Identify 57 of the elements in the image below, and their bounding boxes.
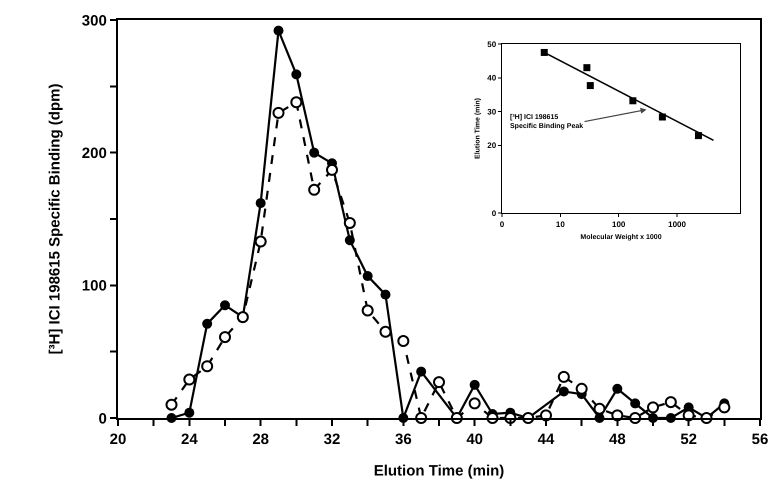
x-tick-label: 52 — [680, 431, 698, 448]
point — [468, 397, 481, 410]
x-tick-label: 44 — [538, 431, 555, 448]
x-tick-label: 24 — [180, 431, 198, 448]
point — [380, 290, 390, 300]
x-tick-label: 28 — [252, 431, 270, 448]
point — [291, 69, 302, 80]
x-tick-label: 36 — [394, 431, 412, 448]
y-tick-label: 30 — [487, 107, 497, 116]
y-tick-label: 100 — [82, 278, 107, 295]
y-tick-label: 200 — [82, 144, 107, 162]
point — [254, 236, 267, 248]
y-tick-label: 40 — [487, 74, 497, 83]
point — [612, 384, 622, 394]
x-tick-label: 10 — [556, 220, 566, 229]
x-axis-title: Elution Time (min) — [374, 462, 504, 480]
point — [416, 366, 426, 377]
point — [362, 271, 373, 282]
point — [344, 216, 356, 229]
x-tick-label: 32 — [324, 431, 340, 448]
point — [380, 326, 392, 338]
point — [308, 184, 320, 196]
point — [256, 198, 266, 208]
point — [290, 96, 302, 108]
y-tick-label: 0 — [98, 410, 107, 428]
point — [664, 396, 677, 408]
y-axis-title: [³H] ICI 198615 Specific Binding (dpm) — [46, 84, 64, 354]
x-tick-label: 1000 — [668, 220, 686, 229]
point — [630, 398, 640, 408]
point — [433, 376, 445, 388]
point — [558, 370, 570, 383]
point — [594, 402, 606, 415]
y-tick-label: 50 — [487, 40, 497, 49]
point — [201, 360, 214, 372]
point — [362, 304, 374, 317]
x-tick-label: 40 — [466, 431, 484, 448]
x-tick-label: 100 — [612, 220, 626, 229]
point — [184, 408, 194, 418]
x-tick-label: 0 — [500, 220, 505, 229]
point — [202, 318, 212, 329]
point — [397, 335, 410, 348]
x-tick-label: 56 — [752, 431, 768, 448]
x-tick-label: 20 — [110, 431, 126, 448]
point — [183, 374, 196, 386]
point — [219, 331, 231, 344]
point — [272, 106, 284, 119]
point — [166, 398, 178, 411]
point — [647, 401, 659, 414]
point — [220, 300, 230, 310]
point — [470, 380, 480, 390]
x-tick-label: 48 — [608, 431, 626, 448]
point — [558, 386, 569, 396]
y-tick-label: 0 — [492, 208, 497, 218]
point — [309, 148, 320, 158]
y-tick-label: 20 — [487, 141, 497, 150]
y-tick-label: 300 — [82, 12, 107, 30]
point — [274, 26, 284, 36]
